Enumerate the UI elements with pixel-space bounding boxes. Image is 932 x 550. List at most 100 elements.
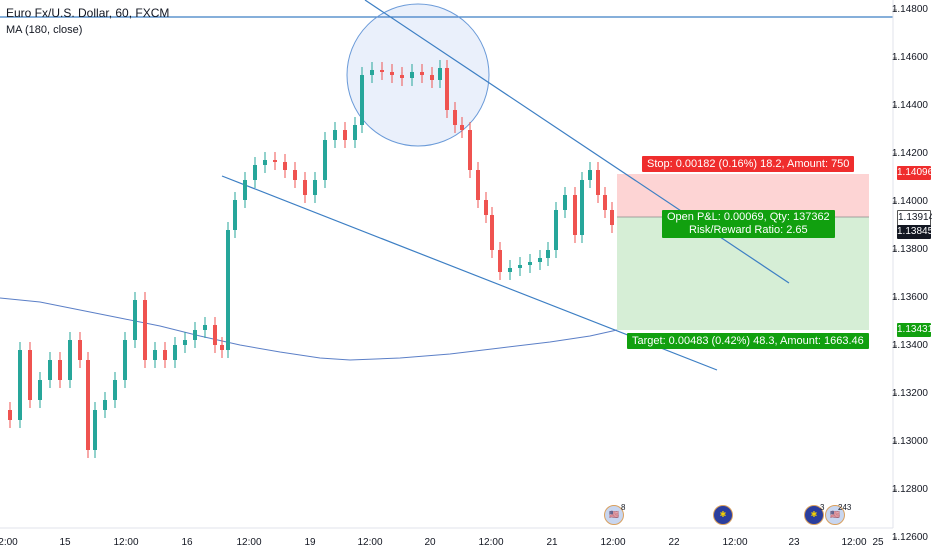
price-axis-ticks bbox=[893, 9, 897, 539]
symbol-title[interactable]: Euro Fx/U.S. Dollar, 60, FXCM bbox=[6, 6, 170, 20]
candle-body bbox=[460, 125, 464, 130]
candles-group bbox=[8, 60, 614, 458]
time-axis-label: 12:00 bbox=[357, 537, 383, 548]
eu-flag-icon[interactable]: ✱ bbox=[713, 505, 733, 525]
candle-body bbox=[273, 160, 277, 162]
candle-body bbox=[38, 380, 42, 400]
us-flag-icon[interactable]: 🇺🇸 bbox=[604, 505, 624, 525]
time-axis-label: 2:00 bbox=[0, 537, 18, 548]
last-price-tag: 1.13845 bbox=[897, 225, 932, 239]
candle-body bbox=[78, 340, 82, 360]
candle-body bbox=[93, 410, 97, 450]
time-axis-label: 15 bbox=[59, 537, 71, 548]
time-axis-label: 25 bbox=[872, 537, 884, 548]
time-axis-label: 12:00 bbox=[236, 537, 262, 548]
candle-body bbox=[323, 140, 327, 180]
stop-price-tag: 1.14096 bbox=[897, 166, 932, 180]
time-axis-label: 12:00 bbox=[113, 537, 139, 548]
candle-body bbox=[28, 350, 32, 400]
price-axis-label: 1.13600 bbox=[891, 292, 928, 303]
indicator-label[interactable]: MA (180, close) bbox=[6, 24, 83, 36]
price-axis-label: 1.13800 bbox=[891, 244, 928, 255]
candle-body bbox=[8, 410, 12, 420]
price-axis-label: 1.14200 bbox=[891, 148, 928, 159]
candle-body bbox=[390, 72, 394, 75]
candle-body bbox=[153, 350, 157, 360]
price-axis-label: 1.14400 bbox=[891, 100, 928, 111]
candle-body bbox=[468, 130, 472, 170]
candle-body bbox=[490, 215, 494, 250]
candle-body bbox=[430, 75, 434, 80]
time-axis-label: 16 bbox=[181, 537, 193, 548]
candle-body bbox=[253, 165, 257, 180]
candle-body bbox=[546, 250, 550, 258]
time-axis-label: 22 bbox=[668, 537, 680, 548]
candle-body bbox=[233, 200, 237, 230]
time-axis-label: 12:00 bbox=[722, 537, 748, 548]
candle-body bbox=[343, 130, 347, 140]
candle-body bbox=[588, 170, 592, 180]
time-axis-label: 20 bbox=[424, 537, 436, 548]
candle-body bbox=[603, 195, 607, 210]
candle-body bbox=[596, 170, 600, 195]
candle-body bbox=[313, 180, 317, 195]
open-pnl-label: Open P&L: 0.00069, Qty: 137362 bbox=[667, 211, 830, 223]
candle-body bbox=[68, 340, 72, 380]
candle-body bbox=[203, 325, 207, 330]
price-axis-label: 1.13200 bbox=[891, 388, 928, 399]
candle-body bbox=[226, 230, 230, 350]
candle-body bbox=[18, 350, 22, 420]
candle-body bbox=[508, 268, 512, 272]
event-count: 243 bbox=[838, 503, 852, 512]
risk-reward-label: Risk/Reward Ratio: 2.65 bbox=[689, 224, 808, 236]
candle-body bbox=[370, 70, 374, 75]
candle-body bbox=[173, 345, 177, 360]
candle-body bbox=[554, 210, 558, 250]
candle-body bbox=[333, 130, 337, 140]
moving-average-line[interactable] bbox=[0, 297, 618, 361]
candle-body bbox=[380, 70, 384, 72]
candle-body bbox=[580, 180, 584, 235]
candle-body bbox=[133, 300, 137, 340]
candle-body bbox=[573, 195, 577, 235]
candle-body bbox=[445, 68, 449, 110]
pnl-box[interactable]: Open P&L: 0.00069, Qty: 137362 Risk/Rewa… bbox=[662, 210, 835, 238]
event-count: 3 bbox=[820, 503, 825, 512]
time-axis-label: 12:00 bbox=[841, 537, 867, 548]
time-axis-label: 21 bbox=[546, 537, 558, 548]
stop-zone bbox=[617, 174, 869, 217]
candle-body bbox=[476, 170, 480, 200]
candle-body bbox=[353, 125, 357, 140]
time-axis-label: 12:00 bbox=[478, 537, 504, 548]
candle-body bbox=[283, 162, 287, 170]
us-flag-icon[interactable]: 🇺🇸 bbox=[825, 505, 845, 525]
event-count: 8 bbox=[621, 503, 626, 512]
price-axis-label: 1.12600 bbox=[891, 532, 928, 543]
price-axis-label: 1.13400 bbox=[891, 340, 928, 351]
candle-body bbox=[163, 350, 167, 360]
target-label[interactable]: Target: 0.00483 (0.42%) 48.3, Amount: 16… bbox=[627, 333, 869, 349]
candle-body bbox=[213, 325, 217, 345]
candle-body bbox=[453, 110, 457, 125]
candle-body bbox=[193, 330, 197, 340]
candle-body bbox=[58, 360, 62, 380]
current-price-tag: 1.13914 bbox=[897, 210, 932, 226]
time-axis-label: 19 bbox=[304, 537, 316, 548]
time-axis-label: 23 bbox=[788, 537, 800, 548]
highlight-circle[interactable] bbox=[346, 3, 490, 147]
eu-flag-icon[interactable]: ✱ bbox=[804, 505, 824, 525]
candle-body bbox=[303, 180, 307, 195]
candle-body bbox=[220, 345, 224, 350]
candle-body bbox=[420, 72, 424, 75]
candle-body bbox=[410, 72, 414, 78]
candle-body bbox=[123, 340, 127, 380]
candle-body bbox=[263, 160, 267, 165]
stop-label[interactable]: Stop: 0.00182 (0.16%) 18.2, Amount: 750 bbox=[642, 156, 855, 172]
candle-body bbox=[113, 380, 117, 400]
target-price-tag: 1.13431 bbox=[897, 323, 932, 337]
candle-body bbox=[518, 265, 522, 268]
price-axis-label: 1.12800 bbox=[891, 484, 928, 495]
candle-body bbox=[48, 360, 52, 380]
candle-body bbox=[103, 400, 107, 410]
